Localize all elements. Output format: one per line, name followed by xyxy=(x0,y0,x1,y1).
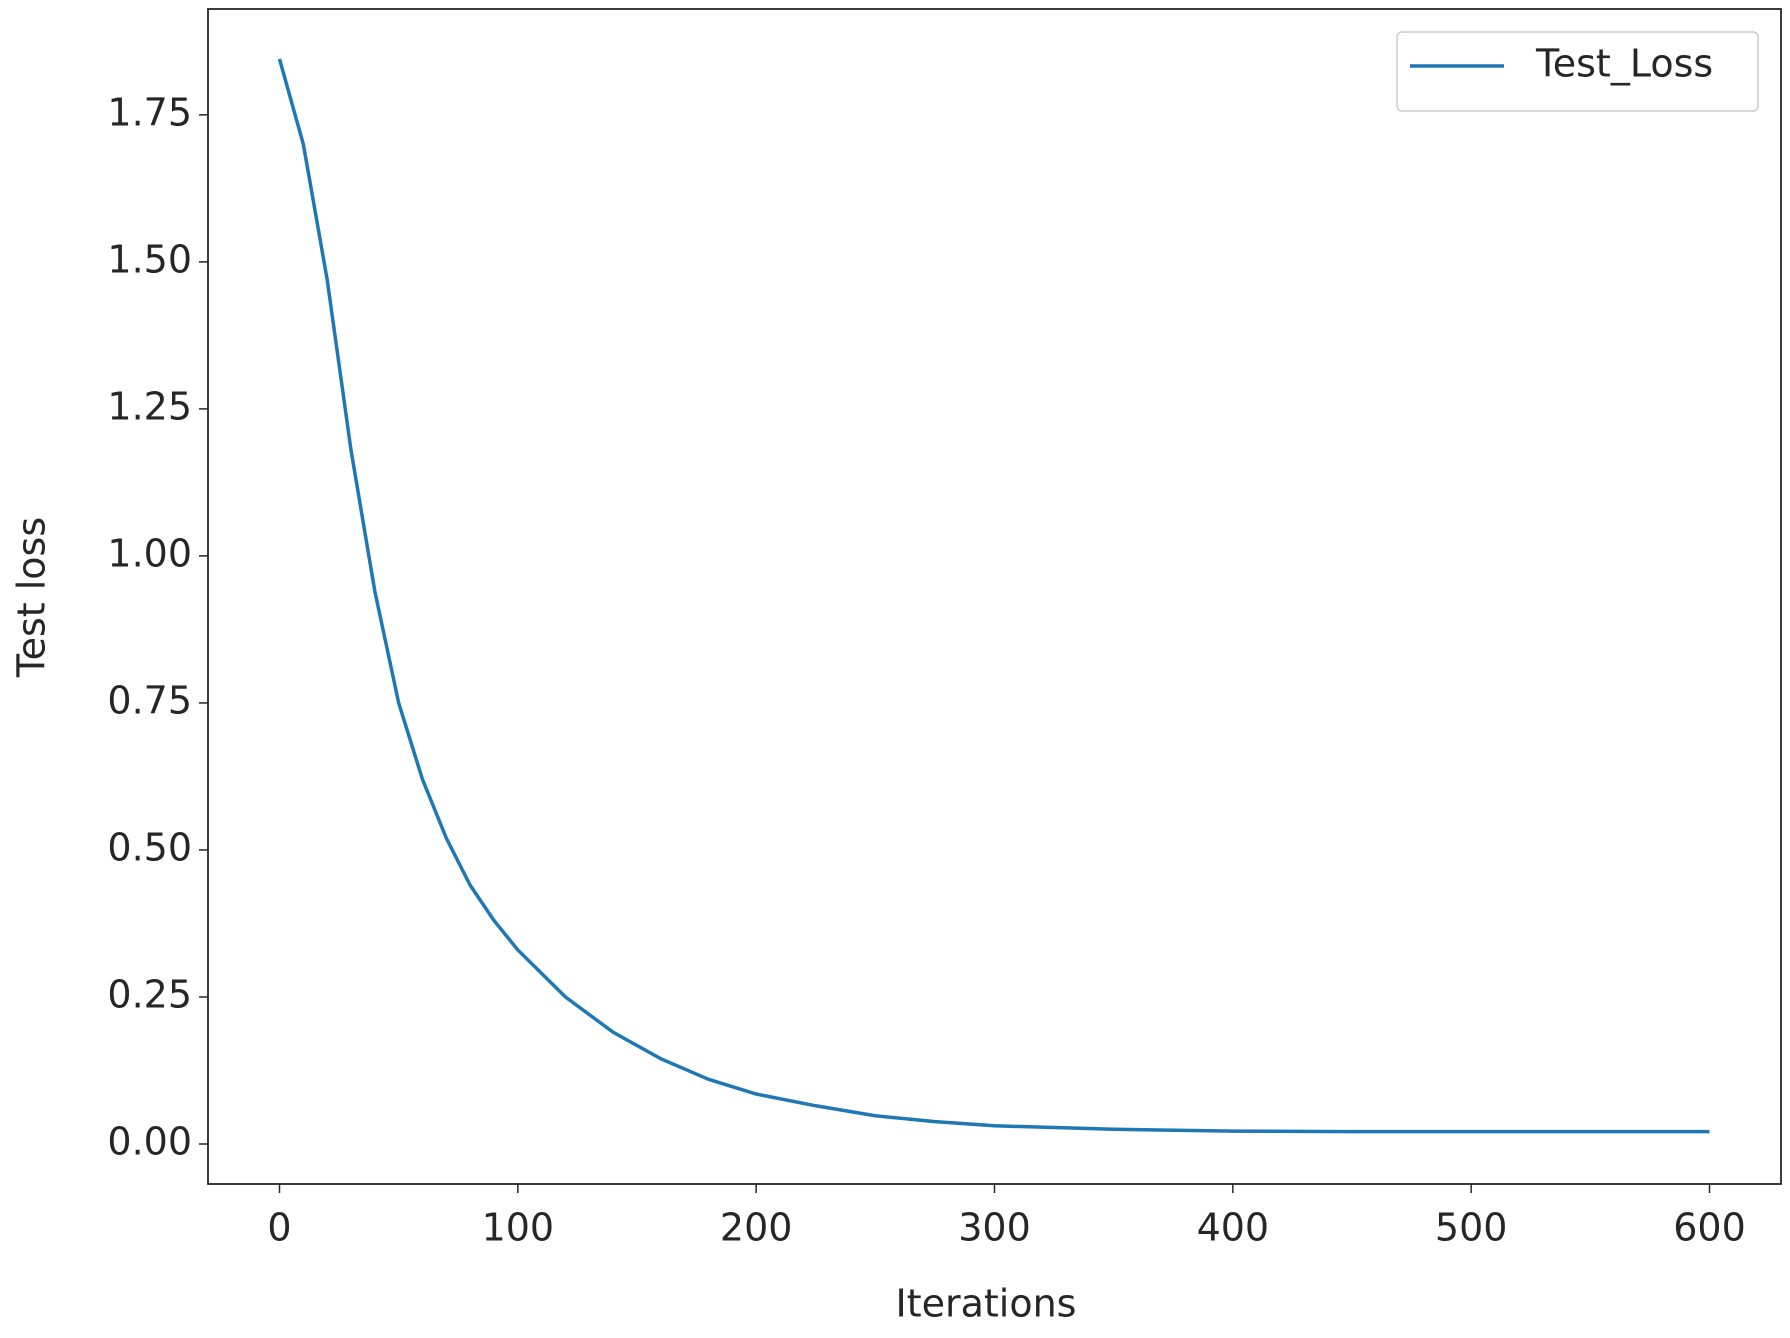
x-tick-label: 0 xyxy=(267,1206,291,1250)
y-tick-label: 1.25 xyxy=(107,384,192,428)
plot-frame xyxy=(207,8,1782,1185)
x-tick-label: 500 xyxy=(1435,1206,1508,1250)
legend-label: Test_Loss xyxy=(1535,42,1713,86)
x-axis-label: Iterations xyxy=(896,1282,1077,1326)
y-tick-label: 0.50 xyxy=(107,825,192,869)
y-tick-label: 1.75 xyxy=(107,90,192,134)
y-tick-label: 1.00 xyxy=(107,531,192,575)
legend-box xyxy=(1396,31,1759,112)
y-tick-label: 0.25 xyxy=(107,972,192,1016)
y-tick-label: 0.00 xyxy=(107,1120,192,1164)
x-tick-label: 400 xyxy=(1197,1206,1270,1250)
y-tick-label: 0.75 xyxy=(107,678,192,722)
y-tick-label: 1.50 xyxy=(107,237,192,281)
line xyxy=(277,58,1710,1134)
x-tick-label: 200 xyxy=(720,1206,793,1250)
x-tick-label: 600 xyxy=(1673,1206,1746,1250)
y-axis-label: Test loss xyxy=(10,517,54,678)
x-tick-label: 100 xyxy=(482,1206,555,1250)
x-tick-label: 300 xyxy=(958,1206,1031,1250)
